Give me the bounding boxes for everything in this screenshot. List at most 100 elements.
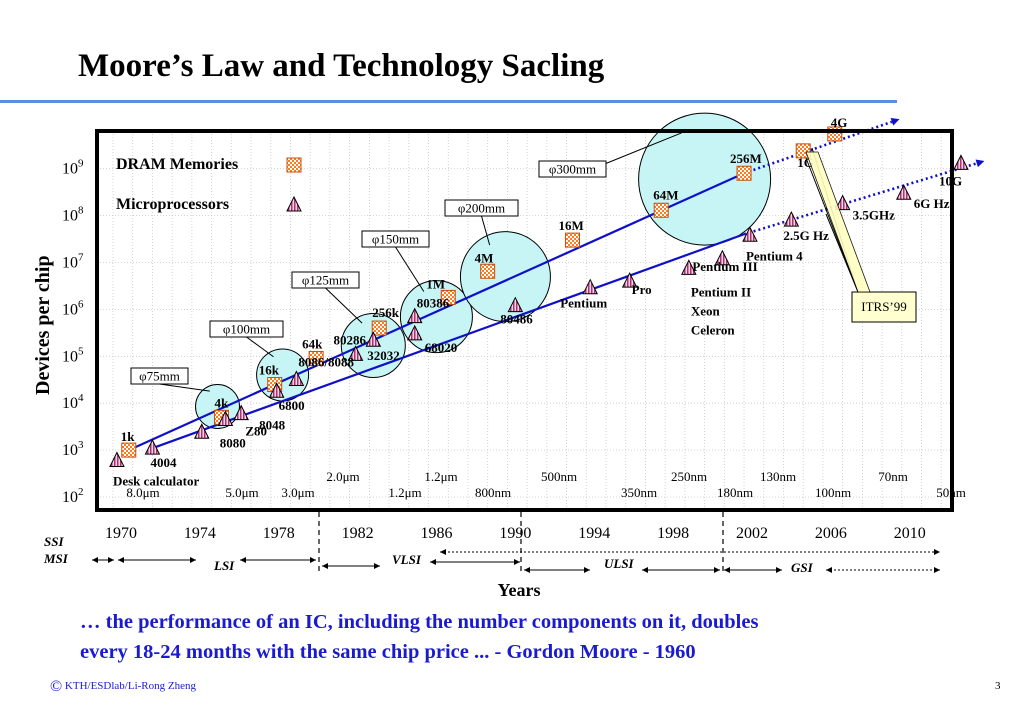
microprocessor-marker <box>406 324 423 341</box>
wafer-label-box <box>291 271 360 289</box>
x-axis-label: Years <box>498 580 541 600</box>
moore-quote: … the performance of an IC, including th… <box>80 607 980 667</box>
microprocessor-label: 6G Hz <box>914 196 950 211</box>
dram-label: 1k <box>121 429 136 444</box>
ulsi-extent-tail <box>440 549 446 555</box>
legend-microprocessor-marker <box>286 195 302 212</box>
microprocessor-label: 2.5G Hz <box>783 228 829 243</box>
wafer-label-box <box>538 160 607 178</box>
vlsi-span-right-head <box>514 559 520 565</box>
quote-line-2: every 18-24 months with the same chip pr… <box>80 641 696 663</box>
feature-size-lower: 100nm <box>815 485 851 500</box>
trend-line-projection <box>743 162 978 236</box>
y-tick-label: 103 <box>62 439 84 459</box>
gsi-span-left-tail <box>724 567 730 573</box>
itrs-pointer <box>805 151 871 293</box>
x-tick-label: 2010 <box>894 525 926 542</box>
dram-label: 4k <box>214 395 229 410</box>
microprocessor-label: Pro <box>632 282 652 297</box>
footer: © KTH/ESDlab/Li-Rong Zheng <box>50 678 196 696</box>
dram-label: 256M <box>730 151 762 166</box>
era-label-ulsi: ULSI <box>604 556 635 571</box>
microprocessor-label: 80286 <box>334 332 367 347</box>
microprocessor-marker <box>742 226 758 242</box>
x-tick-label: 1986 <box>421 525 453 542</box>
microprocessor-marker <box>621 272 638 288</box>
dram-label: 64M <box>653 187 678 202</box>
y-tick-label: 106 <box>62 298 84 318</box>
microprocessor-marker <box>193 423 210 439</box>
title-underline <box>0 100 897 103</box>
wafer-label: φ200mm <box>458 201 505 216</box>
x-tick-label: 2002 <box>736 525 768 542</box>
dram-label: 4G <box>831 115 848 130</box>
microprocessor-label: 8080 <box>220 435 246 450</box>
wafer-label: φ150mm <box>372 232 419 247</box>
lsi-span-left-head <box>190 557 196 563</box>
microprocessor-label: Pentium III <box>692 259 757 274</box>
microprocessor-label: Pentium 4 <box>746 248 803 263</box>
y-tick-label: 102 <box>62 486 84 506</box>
microprocessor-label: 8086/8088 <box>298 355 354 370</box>
microprocessor-marker <box>953 154 969 170</box>
trend-line <box>128 172 745 452</box>
slide-title: Moore’s Law and Technology Sacling <box>78 48 605 84</box>
vlsi-span-left-head <box>374 563 380 569</box>
calculator-label: Desk calculator <box>113 474 200 489</box>
era-label-msi: MSI <box>43 551 69 566</box>
microprocessor-marker <box>268 382 285 398</box>
itrs-callout-line <box>825 213 859 293</box>
x-tick-label: 1978 <box>263 525 295 542</box>
microprocessor-label: 68020 <box>425 340 458 355</box>
microprocessor-label: Pentium <box>560 296 607 311</box>
wafer-label: φ100mm <box>223 322 270 337</box>
microprocessor-label: 80386 <box>417 296 450 311</box>
dram-label: 16k <box>259 363 280 378</box>
wafer-label: φ75mm <box>139 369 180 384</box>
ulsi-span-left-tail <box>524 567 530 573</box>
legend-dram-label: DRAM Memories <box>116 156 238 173</box>
dram-marker <box>480 263 496 279</box>
itrs-box <box>851 291 917 323</box>
microprocessor-marker <box>834 194 851 211</box>
feature-size-lower: 8.0μm <box>126 485 159 500</box>
feature-size-upper: 2.0μm <box>326 469 359 484</box>
feature-size-lower: 5.0μm <box>225 485 258 500</box>
page-number: 3 <box>995 680 1001 692</box>
wafer-label: φ125mm <box>302 273 349 288</box>
microprocessor-label: 8048 <box>259 418 286 433</box>
footer-text: KTH/ESDlab/Li-Rong Zheng <box>64 680 196 692</box>
lsi-span-left-tail <box>118 557 124 563</box>
dram-marker <box>736 165 752 181</box>
plot-frame <box>95 129 954 512</box>
wafer-callout-line <box>246 336 274 358</box>
wafer-label-box <box>130 367 189 385</box>
copyright-symbol: © <box>50 678 63 695</box>
y-tick-label: 104 <box>62 392 84 412</box>
legend-dram-marker <box>286 157 302 173</box>
microprocessor-marker <box>714 249 731 266</box>
ulsi-span-left-head <box>584 567 590 573</box>
dram-label: 64k <box>302 336 323 351</box>
dram-marker <box>653 202 669 218</box>
microprocessor-marker <box>895 184 912 200</box>
microprocessor-label: Celeron <box>691 322 736 337</box>
microprocessor-label: 80486 <box>500 312 533 327</box>
wafer-circle <box>638 112 772 246</box>
dram-marker <box>121 442 137 458</box>
gsi-span-right-head <box>934 567 940 573</box>
msi-span-tail <box>92 557 98 563</box>
era-label-lsi: LSI <box>213 558 235 573</box>
microprocessor-marker <box>783 211 800 227</box>
dram-marker <box>371 320 387 336</box>
vlsi-span-right-tail <box>430 559 436 565</box>
microprocessor-label: 3.5GHz <box>853 208 895 223</box>
wafer-label-box <box>209 320 284 338</box>
gsi-span-right-tail <box>826 567 832 573</box>
feature-size-lower: 1.2μm <box>388 485 421 500</box>
feature-size-upper: 130nm <box>760 469 796 484</box>
era-label-vlsi: VLSI <box>392 552 422 567</box>
trend-arrowhead <box>890 118 900 126</box>
feature-size-upper: 1.2μm <box>424 469 457 484</box>
feature-size-upper: 500nm <box>541 469 577 484</box>
